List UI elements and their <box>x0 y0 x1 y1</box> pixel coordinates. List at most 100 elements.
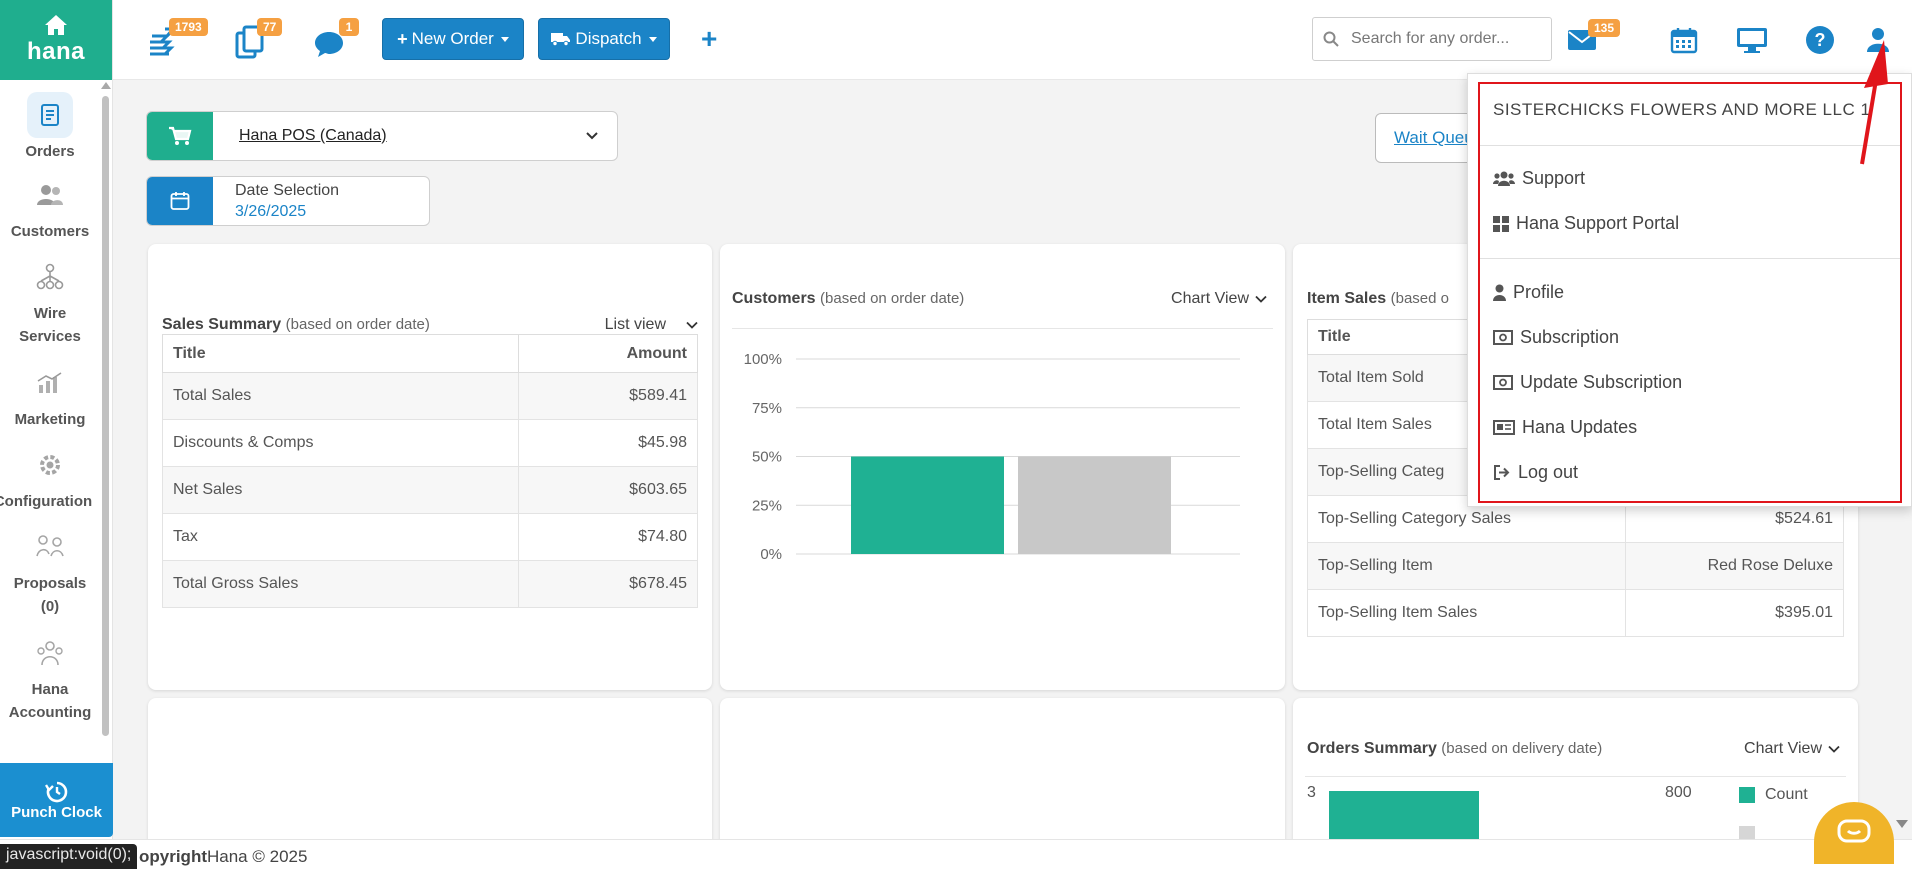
menu-item-label: Log out <box>1518 462 1579 482</box>
brand-name: hana <box>26 38 85 65</box>
sidebar-item-label: Marketing <box>14 411 86 428</box>
menu-item-label: Support <box>1522 168 1586 188</box>
sidebar-item-marketing[interactable]: Marketing <box>0 354 100 436</box>
customers-card: Customers (based on order date) Chart Vi… <box>720 244 1285 690</box>
sidebar-item-proposals[interactable]: Proposals (0) <box>0 518 100 624</box>
menu-item-label: Update Subscription <box>1520 372 1683 392</box>
legend-swatch <box>1739 787 1755 803</box>
scroll-up-arrow[interactable] <box>101 82 111 89</box>
legend-swatch <box>1739 826 1755 842</box>
customers-chart: 100% 75% 50% 25% 0% <box>744 351 1240 563</box>
table-row: Net Sales $603.65 <box>162 466 699 514</box>
divider <box>1305 776 1846 777</box>
copies-button[interactable]: 77 <box>235 18 283 60</box>
customers-view-toggle[interactable]: Chart View <box>1171 290 1267 308</box>
gear-icon <box>27 442 73 488</box>
punch-clock-label: Punch Clock <box>11 803 102 821</box>
brand-home[interactable]: hana <box>0 0 112 80</box>
sales-summary-subtitle: (based on order date) <box>285 316 430 333</box>
chart-bar <box>851 456 1004 554</box>
row-title: Net Sales <box>162 466 519 514</box>
store-selector[interactable]: Hana POS (Canada) <box>146 111 618 161</box>
y-tick-label: 50% <box>752 449 782 466</box>
organization-name: SISTERCHICKS FLOWERS AND MORE LLC 1 <box>1493 100 1871 119</box>
menu-item-label: Subscription <box>1520 327 1620 347</box>
chart-bar <box>1018 456 1171 554</box>
row-amount: $589.41 <box>517 372 699 420</box>
y-tick-label: 0% <box>760 546 782 563</box>
mail-button[interactable]: 135 <box>1564 19 1621 58</box>
dispatch-button[interactable]: Dispatch <box>538 18 670 60</box>
table-row: Total Gross Sales $678.45 <box>162 560 699 608</box>
row-amount: $603.65 <box>517 466 699 514</box>
view-label: List view <box>604 316 666 333</box>
table-row: Top-Selling Item Sales $395.01 <box>1306 589 1844 637</box>
chat-icon <box>315 32 343 57</box>
help-button[interactable]: ? <box>1802 22 1838 58</box>
row-amount: $45.98 <box>517 419 699 467</box>
page-scroll-down-arrow[interactable] <box>1896 820 1908 828</box>
scrollbar-thumb[interactable] <box>102 96 109 736</box>
y-tick-label: 100% <box>744 351 782 368</box>
menu-item-profile[interactable]: Profile <box>1493 282 1564 303</box>
chevron-down-icon <box>1255 295 1267 303</box>
menu-item-hana-support-portal[interactable]: Hana Support Portal <box>1493 213 1679 234</box>
menu-item-support[interactable]: Support <box>1493 168 1585 189</box>
display-button[interactable] <box>1734 22 1770 58</box>
sidebar-item-label: Configuration <box>0 493 93 510</box>
new-order-label: New Order <box>411 29 494 48</box>
search-box[interactable] <box>1312 17 1552 61</box>
sidebar-item-configuration[interactable]: Configuration <box>0 436 100 518</box>
messages-button[interactable]: 1 <box>313 18 359 60</box>
menu-item-log-out[interactable]: Log out <box>1493 462 1578 483</box>
svg-text:?: ? <box>1815 30 1826 50</box>
table-row: Tax $74.80 <box>162 513 699 561</box>
sales-summary-view-toggle[interactable]: List view <box>605 316 698 334</box>
chevron-down-icon <box>567 112 617 160</box>
chat-widget-button[interactable] <box>1814 802 1894 864</box>
sales-summary-table: Title Amount Total Sales $589.41 Discount… <box>162 334 699 608</box>
sales-summary-title: Sales Summary <box>162 316 282 333</box>
column-header: Amount <box>517 334 699 373</box>
legend-label: Count <box>1765 786 1808 803</box>
sidebar-scrollbar[interactable] <box>100 82 112 772</box>
menu-item-update-subscription[interactable]: Update Subscription <box>1493 372 1682 393</box>
menu-item-subscription[interactable]: Subscription <box>1493 327 1619 348</box>
help-icon: ? <box>1806 26 1834 54</box>
row-title: Top-Selling Item Sales <box>1306 589 1627 637</box>
view-label: Chart View <box>1171 290 1249 307</box>
row-title: Total Gross Sales <box>162 560 519 608</box>
sidebar-item-label: Wire Services <box>19 305 81 345</box>
sidebar-item-customers[interactable]: Customers <box>0 166 100 248</box>
add-tab-button[interactable]: + <box>701 23 718 54</box>
sidebar-item-orders[interactable]: Orders <box>0 86 100 166</box>
sidebar-item-wire-services[interactable]: Wire Services <box>0 248 100 354</box>
menu-item-hana-updates[interactable]: Hana Updates <box>1493 417 1637 438</box>
copies-badge: 77 <box>257 18 283 36</box>
new-order-button[interactable]: + New Order <box>382 18 524 60</box>
row-title: Discounts & Comps <box>162 419 519 467</box>
orders-summary-subtitle: (based on delivery date) <box>1441 740 1603 757</box>
empty-card <box>720 698 1285 858</box>
punch-clock-button[interactable]: Punch Clock <box>0 763 113 837</box>
mail-badge: 135 <box>1588 19 1621 37</box>
dispatch-label: Dispatch <box>575 29 642 48</box>
caret-down-icon <box>648 36 657 42</box>
copyright-text: Hana © 2025 <box>207 847 308 866</box>
date-selector[interactable]: Date Selection 3/26/2025 <box>146 176 430 226</box>
proposals-icon <box>27 524 73 570</box>
plus-icon: + <box>397 28 408 49</box>
orders-summary-card: Orders Summary (based on delivery date) … <box>1293 698 1858 858</box>
sidebar: hana Orders Customers Wire Services Mark… <box>0 0 113 869</box>
calendar-button[interactable] <box>1666 22 1702 58</box>
orders-summary-view-toggle[interactable]: Chart View <box>1744 740 1840 758</box>
y-tick-label: 75% <box>752 400 782 417</box>
sidebar-item-hana-accounting[interactable]: Hana Accounting <box>0 624 100 730</box>
logout-icon <box>1494 465 1510 480</box>
accounting-icon <box>27 630 73 676</box>
customers-title: Customers <box>732 290 816 307</box>
annotation-arrow <box>1860 40 1888 165</box>
search-input[interactable] <box>1351 30 1531 48</box>
tasks-button[interactable]: 1793 <box>147 18 208 60</box>
sidebar-item-label: Proposals (0) <box>13 575 87 615</box>
